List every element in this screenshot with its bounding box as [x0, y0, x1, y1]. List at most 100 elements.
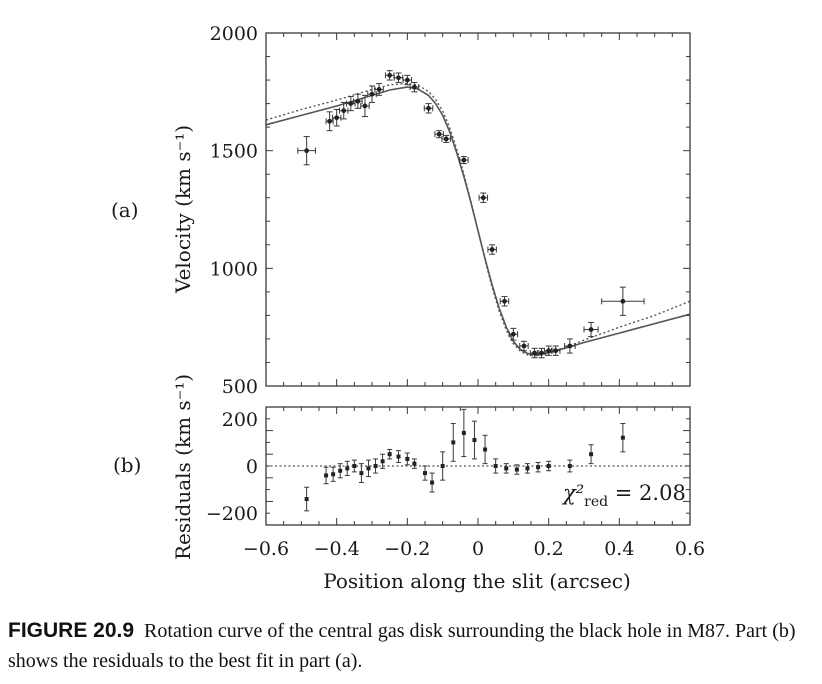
data-point-velocity — [441, 134, 451, 143]
marker — [620, 435, 625, 440]
marker — [345, 466, 350, 471]
marker — [443, 136, 449, 142]
data-point-velocity — [393, 72, 404, 83]
marker — [480, 195, 486, 201]
data-point-residual — [503, 463, 509, 474]
data-point-velocity — [459, 156, 469, 165]
data-point-velocity — [402, 74, 413, 86]
data-point-residual — [440, 451, 446, 481]
data-point-residual — [337, 463, 343, 479]
marker — [451, 440, 456, 445]
marker — [588, 327, 594, 332]
marker — [362, 103, 368, 109]
data-point-residual — [304, 486, 310, 512]
marker — [440, 464, 445, 468]
marker — [553, 348, 559, 354]
data-point-residual — [588, 444, 594, 465]
data-point-residual — [422, 465, 428, 481]
data-point-residual — [450, 423, 456, 462]
y-tick-label-velocity: 1500 — [210, 141, 258, 163]
data-point-velocity — [409, 81, 420, 93]
marker — [472, 438, 477, 443]
marker — [589, 452, 594, 457]
marker — [338, 468, 343, 473]
data-point-velocity — [601, 286, 645, 316]
data-point-residual — [365, 459, 371, 478]
data-point-velocity — [519, 340, 529, 352]
marker — [489, 247, 495, 252]
marker — [412, 84, 417, 90]
y-axis-label-velocity: Velocity (km s⁻¹) — [171, 125, 195, 294]
marker — [304, 148, 310, 154]
data-point-velocity — [297, 136, 316, 166]
marker — [532, 350, 537, 356]
data-point-residual — [380, 453, 386, 469]
data-point-velocity — [487, 244, 497, 255]
marker — [502, 298, 507, 304]
panel-a-velocity-plot: 500 1000 1500 2000 — [210, 23, 691, 398]
data-point-velocity — [434, 130, 444, 139]
data-point-velocity — [423, 103, 434, 114]
data-point-velocity — [478, 192, 489, 203]
data-point-residual — [514, 464, 520, 475]
data-point-residual — [373, 458, 379, 474]
figure-caption: FIGURE 20.9 Rotation curve of the central… — [8, 616, 814, 676]
x-axis-label: Position along the slit (arcsec) — [323, 569, 631, 593]
panel-b-residuals-plot: −0.6 −0.4 −0.2 0 0.2 0.4 0.6 −200 0 200 — [206, 406, 705, 560]
data-point-residual — [567, 459, 573, 473]
marker — [334, 115, 340, 121]
marker — [525, 466, 530, 471]
data-point-residual — [411, 458, 417, 469]
data-point-residual — [396, 450, 401, 463]
marker — [405, 456, 410, 461]
marker — [376, 87, 382, 92]
marker — [341, 108, 347, 114]
panel-a-label: (a) — [111, 198, 139, 222]
data-point-residual — [404, 452, 410, 466]
marker — [620, 298, 626, 304]
marker — [514, 467, 519, 472]
marker — [359, 471, 364, 476]
marker — [380, 459, 385, 464]
data-point-residual — [358, 463, 364, 484]
data-point-residual — [482, 434, 488, 465]
marker — [546, 464, 551, 468]
x-tick-label: −0.6 — [243, 538, 289, 560]
marker — [396, 454, 401, 459]
y-axis-label-residuals: Residuals (km s⁻¹) — [171, 374, 195, 560]
x-tick-label: 0.4 — [604, 538, 634, 560]
chi-subscript: red — [584, 494, 608, 510]
y-tick-label-velocity: 500 — [222, 376, 258, 398]
marker — [366, 466, 371, 471]
data-point-velocity — [499, 296, 510, 307]
data-point-residual — [461, 408, 467, 458]
panel-b-label: (b) — [113, 453, 141, 477]
data-point-velocity — [338, 101, 349, 120]
marker — [348, 101, 354, 106]
data-point-residual — [429, 472, 435, 493]
data-point-velocity — [374, 83, 384, 96]
data-point-residual — [493, 458, 499, 474]
data-point-residual — [546, 460, 552, 472]
marker — [567, 343, 573, 349]
marker — [396, 75, 401, 81]
marker — [412, 461, 417, 466]
marker — [539, 350, 544, 356]
data-point-residual — [535, 461, 541, 473]
figure-number: FIGURE 20.9 — [8, 619, 135, 642]
chi-squared-annotation: χ²red = 2.08 — [561, 481, 686, 510]
y-tick-label-velocity: 1000 — [210, 258, 258, 280]
data-point-residual — [344, 460, 350, 476]
data-point-velocity — [331, 108, 342, 127]
marker — [355, 98, 361, 104]
data-point-residual — [323, 466, 329, 485]
marker — [546, 348, 552, 354]
marker — [426, 105, 431, 111]
marker — [373, 464, 378, 468]
data-point-velocity — [353, 93, 363, 109]
marker — [493, 464, 498, 468]
data-point-residual — [330, 466, 336, 482]
chi-value: = 2.08 — [608, 481, 686, 505]
data-point-velocity — [384, 70, 395, 81]
